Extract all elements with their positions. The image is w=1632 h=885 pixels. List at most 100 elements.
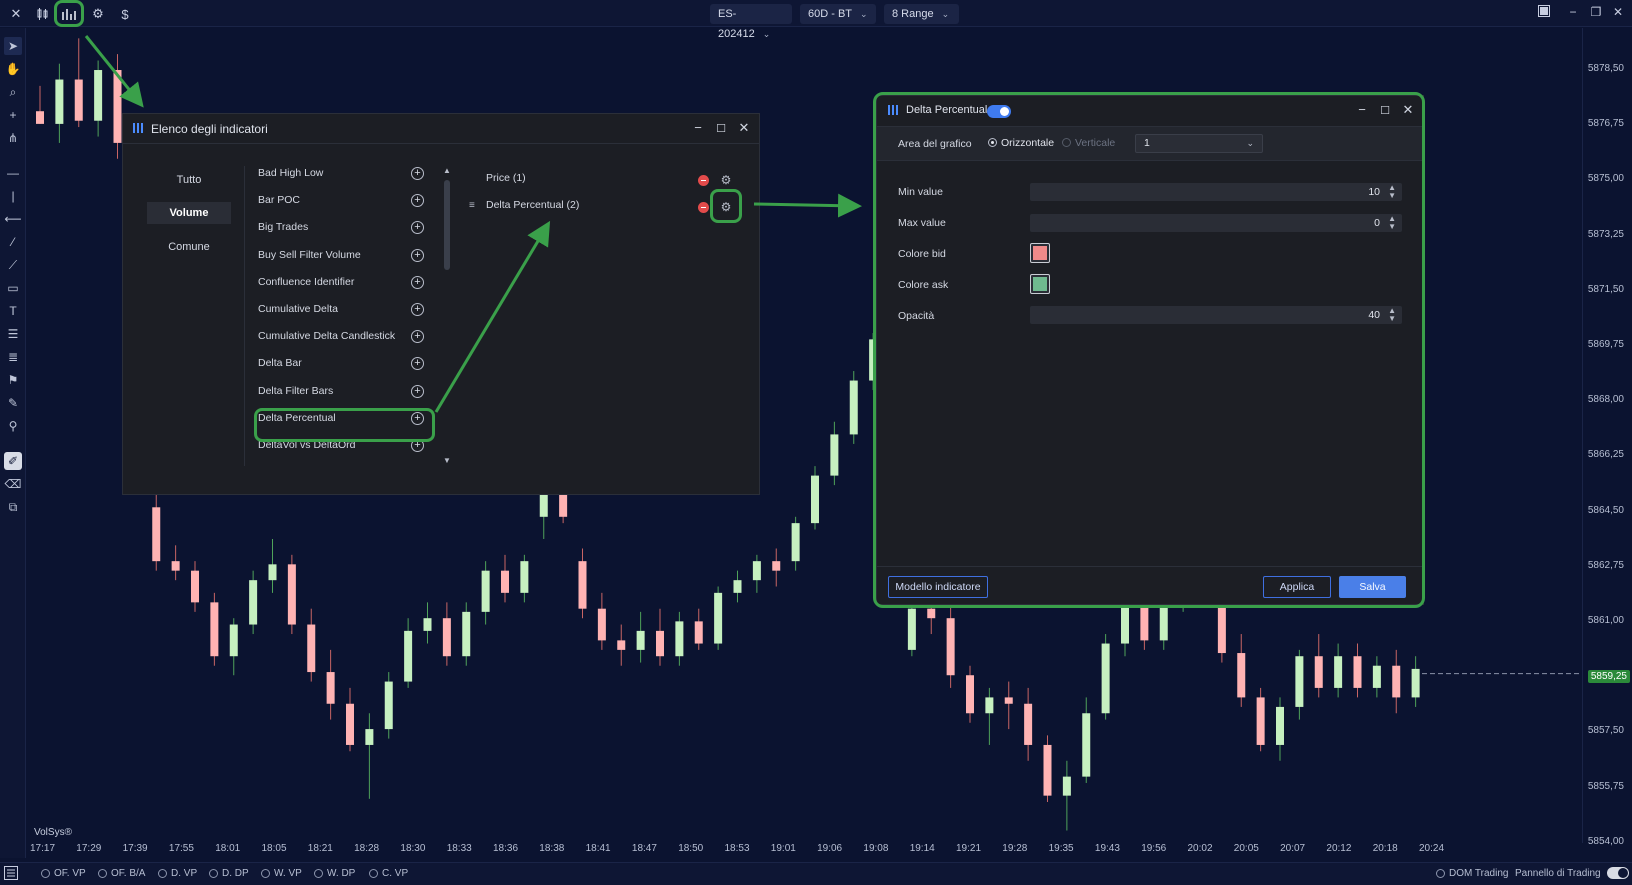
add-indicator-icon[interactable]: + (411, 303, 424, 316)
note-icon[interactable]: ✎ (7, 396, 19, 410)
add-indicator-icon[interactable]: + (411, 194, 424, 208)
category-tutto[interactable]: Tutto (176, 174, 202, 186)
indicator-item[interactable]: Buy Sell Filter Volume (258, 248, 361, 261)
candles-icon[interactable] (33, 4, 53, 24)
orient-vertical[interactable]: Verticale (1062, 137, 1115, 149)
enable-toggle[interactable] (987, 105, 1011, 118)
timeframe-select[interactable]: 60D - BT ⌄ (800, 4, 876, 24)
add-indicator-icon[interactable]: + (411, 330, 424, 344)
area-select[interactable]: 1 ⌄ (1135, 134, 1263, 153)
close-icon[interactable]: ✕ (1402, 102, 1414, 117)
apply-button[interactable]: Applica (1263, 576, 1331, 598)
horizontal-line-icon[interactable]: — (7, 166, 19, 180)
indicators-icon[interactable] (54, 0, 84, 27)
bid-color-picker[interactable] (1030, 243, 1050, 263)
spinner-icon[interactable]: ▲ ▼ (1388, 214, 1396, 231)
vertical-line-icon[interactable]: | (11, 189, 15, 203)
spinner-icon[interactable]: ▲ ▼ (1388, 183, 1396, 200)
toggle-of-vp[interactable]: OF. VP (41, 868, 86, 879)
scroll-down-icon[interactable]: ▼ (443, 456, 451, 465)
minimize-icon[interactable]: − (1569, 5, 1577, 19)
category-volume[interactable]: Volume (147, 202, 231, 224)
scrollbar[interactable]: ▲ ▼ (443, 166, 451, 466)
hand-icon[interactable]: ✋ (5, 62, 21, 76)
max-value-input[interactable]: 0 ▲ ▼ (1030, 214, 1402, 232)
close-icon[interactable]: ✕ (738, 120, 750, 135)
add-indicator-icon[interactable]: + (411, 357, 424, 371)
toggle-of-ba[interactable]: OF. B/A (98, 868, 145, 879)
category-comune[interactable]: Comune (168, 241, 210, 253)
cursor-icon[interactable]: ➤ (4, 37, 22, 55)
toggle-w-dp[interactable]: W. DP (314, 868, 355, 879)
active-indicator-delta-percentual[interactable]: Delta Percentual (2) (486, 199, 580, 211)
scroll-up-icon[interactable]: ▲ (443, 166, 451, 175)
add-indicator-icon[interactable]: + (411, 411, 424, 425)
indicator-item[interactable]: Bar POC (258, 194, 301, 207)
lock-draw-icon[interactable]: ✐ (4, 452, 22, 470)
magnet-icon[interactable]: ⋔ (7, 131, 19, 145)
maximize-icon[interactable]: ☐ (716, 123, 726, 135)
toggle-d-dp[interactable]: D. DP (209, 868, 249, 879)
drag-handle-icon[interactable]: ≡ (469, 200, 475, 211)
close-icon[interactable]: ✕ (10, 6, 22, 21)
crosshair-icon[interactable]: + (9, 108, 17, 122)
text-icon[interactable]: T (9, 304, 17, 318)
gear-icon[interactable]: ⚙ (720, 173, 732, 187)
settings-gear-icon[interactable]: ⚙ (92, 6, 104, 21)
time-tick-label: 18:50 (678, 843, 704, 854)
indicator-item[interactable]: Confluence Identifier (258, 275, 355, 288)
layout-icon[interactable] (1536, 5, 1552, 20)
indicator-item[interactable]: Delta Percentual (258, 411, 336, 424)
indicator-item[interactable]: Cumulative Delta (258, 303, 338, 315)
active-indicator-price[interactable]: Price (1) (486, 172, 526, 184)
range-select[interactable]: 8 Range ⌄ (884, 4, 959, 24)
eraser-icon[interactable]: ⌫ (4, 477, 22, 491)
add-indicator-icon[interactable]: + (411, 275, 424, 289)
window-close-icon[interactable]: ✕ (1612, 5, 1624, 19)
toggle-w-vp[interactable]: W. VP (261, 868, 302, 879)
layers-icon[interactable]: ⧉ (8, 500, 18, 514)
levels-icon[interactable]: ≣ (7, 350, 19, 364)
trendline-icon[interactable]: ⁄ (11, 235, 14, 249)
maximize-icon[interactable]: ☐ (1380, 105, 1390, 117)
remove-icon[interactable] (698, 202, 709, 213)
ruler-icon[interactable]: ⟋ (8, 258, 18, 272)
toggle-c-vp[interactable]: C. VP (369, 868, 408, 879)
indicator-item[interactable]: DeltaVol vs DeltaOrd (258, 439, 356, 451)
scroll-thumb[interactable] (444, 180, 450, 270)
toggle-dom-trading[interactable]: DOM Trading (1436, 868, 1508, 879)
add-indicator-icon[interactable]: + (411, 167, 424, 180)
ask-color-picker[interactable] (1030, 274, 1050, 294)
indicator-item[interactable]: Cumulative Delta Candlestick (258, 330, 396, 343)
pointer-flag-icon[interactable]: ⚑ (7, 373, 19, 387)
remove-icon[interactable] (698, 175, 709, 186)
minimize-icon[interactable]: − (1358, 102, 1366, 117)
rectangle-icon[interactable]: ▭ (7, 281, 19, 295)
toggle-trading-panel[interactable]: Pannello di Trading (1515, 867, 1629, 879)
indicator-item[interactable]: Bad High Low (258, 167, 324, 179)
indicator-item[interactable]: Delta Filter Bars (258, 384, 334, 397)
fib-icon[interactable]: ☰ (7, 327, 19, 341)
panel-icon[interactable] (4, 866, 18, 880)
dollar-icon[interactable]: $ (121, 6, 129, 22)
indicator-item[interactable]: Big Trades (258, 221, 309, 234)
restore-icon[interactable]: ❐ (1590, 5, 1602, 19)
zoom-icon[interactable]: ⌕ (9, 85, 17, 99)
opacity-input[interactable]: 40 ▲ ▼ (1030, 306, 1402, 324)
add-indicator-icon[interactable]: + (411, 248, 424, 262)
indicator-template-button[interactable]: Modello indicatore (888, 576, 988, 598)
symbol-select[interactable]: ES-202412 ⌄ (710, 4, 792, 40)
indicator-item[interactable]: Delta Bar (258, 357, 302, 370)
gear-icon[interactable]: ⚙ (720, 200, 732, 214)
ray-icon[interactable]: ⟵ (4, 212, 22, 226)
save-button[interactable]: Salva (1339, 576, 1406, 598)
toggle-switch[interactable] (1606, 867, 1629, 879)
minimize-icon[interactable]: − (694, 120, 702, 135)
min-value-input[interactable]: 10 ▲ ▼ (1030, 183, 1402, 201)
orient-horizontal[interactable]: Orizzontale (988, 137, 1054, 149)
add-indicator-icon[interactable]: + (411, 384, 424, 398)
spinner-icon[interactable]: ▲ ▼ (1388, 306, 1396, 323)
add-indicator-icon[interactable]: + (411, 221, 424, 235)
toggle-d-vp[interactable]: D. VP (158, 868, 197, 879)
alert-icon[interactable]: ⚲ (8, 419, 18, 433)
